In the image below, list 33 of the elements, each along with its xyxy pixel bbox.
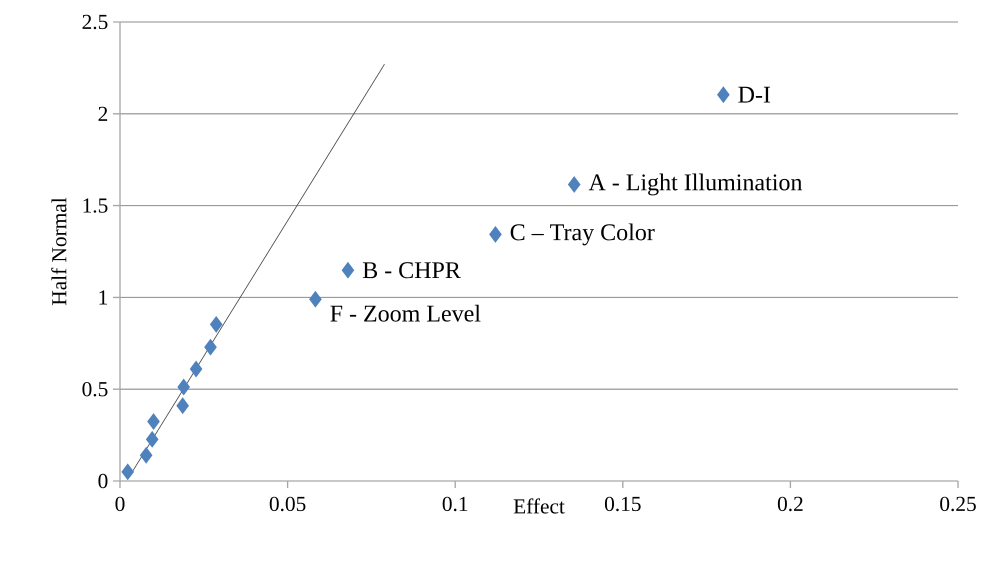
x-tick-label: 0.1: [442, 496, 468, 512]
point: [342, 262, 354, 278]
point: [146, 431, 158, 448]
y-tick-label: 2: [98, 106, 108, 121]
point: [190, 360, 202, 378]
x-tick-label: 0: [115, 496, 125, 512]
annotation: C – Tray Color: [510, 223, 655, 246]
y-tick-label: 1: [100, 290, 108, 304]
y-tick-label: 0: [98, 474, 108, 488]
x-tick-label: 0.25: [940, 496, 976, 512]
x-tick-label: 0.15: [604, 496, 641, 512]
y-tick-label: 1.5: [84, 198, 108, 213]
point: [147, 413, 160, 430]
point: [176, 397, 189, 414]
annotation: B - CHPR: [362, 262, 461, 278]
x-tick-label: 0.05: [270, 496, 306, 512]
y-tick-label: 0.5: [82, 382, 108, 396]
point: [204, 338, 217, 356]
point: [121, 464, 134, 480]
point: [140, 447, 152, 464]
point: [177, 378, 190, 396]
y-axis-title: Half Normal: [51, 198, 66, 306]
annotation: F - Zoom Level: [330, 304, 481, 322]
point: [717, 86, 730, 103]
x-tick-label: 0.2: [778, 496, 803, 512]
point: [309, 290, 322, 308]
x-axis-title: Effect: [514, 498, 565, 514]
annotation: D-I: [738, 86, 770, 103]
point: [489, 226, 502, 243]
point: [210, 316, 222, 333]
point: [568, 176, 580, 193]
y-tick-label: 2.5: [82, 14, 108, 30]
annotation: A - Light Illumination: [588, 174, 802, 196]
